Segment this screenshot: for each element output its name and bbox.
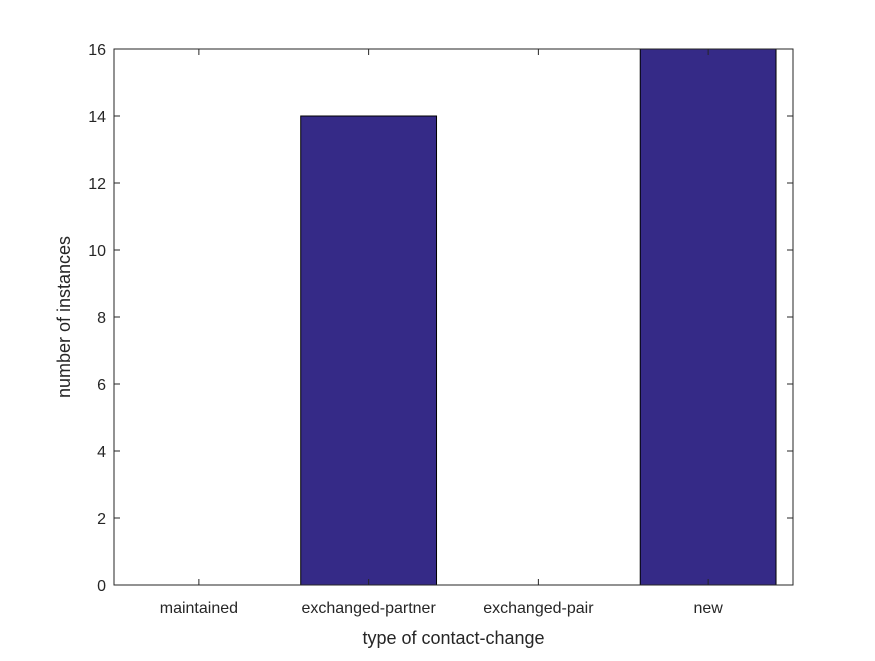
x-tick-label: maintained	[160, 600, 238, 617]
x-tick-label: new	[693, 600, 723, 617]
y-tick-label: 2	[97, 511, 106, 528]
y-tick-label: 4	[97, 444, 106, 461]
bar-exchanged-partner	[300, 115, 438, 586]
x-tick-label: exchanged-pair	[483, 600, 594, 617]
x-axis-label: type of contact-change	[362, 628, 544, 648]
y-tick-label: 12	[88, 176, 106, 193]
y-tick-label: 0	[97, 578, 106, 595]
y-tick-label: 16	[88, 42, 106, 59]
x-tick-label: exchanged-partner	[301, 600, 436, 617]
y-tick-label: 10	[88, 243, 106, 260]
bar-new	[639, 48, 777, 586]
y-tick-label: 14	[88, 109, 106, 126]
y-tick-label: 8	[97, 310, 106, 327]
y-axis-label: number of instances	[54, 236, 74, 398]
y-tick-label: 6	[97, 377, 106, 394]
